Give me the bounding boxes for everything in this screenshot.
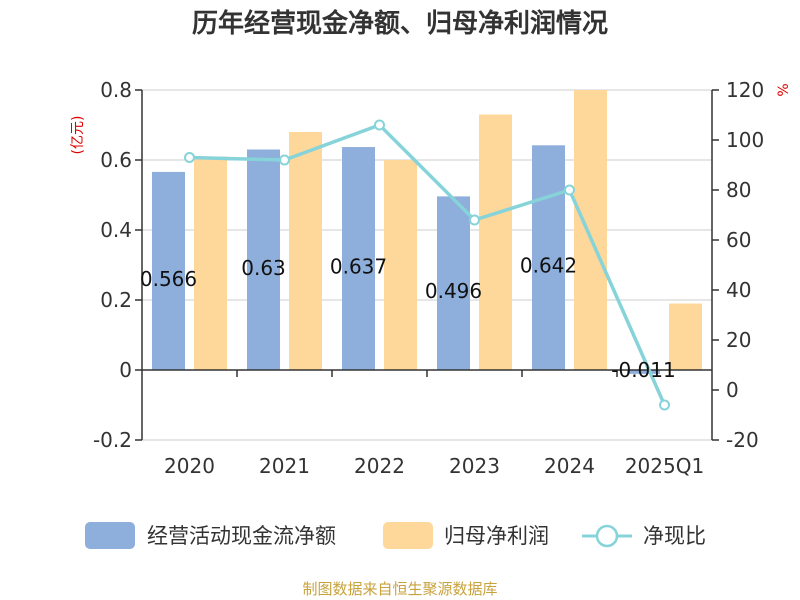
cashflow-bar [627, 370, 660, 374]
cashflow-bar [532, 145, 565, 370]
right-axis-tick-label: 0 [726, 378, 739, 402]
right-axis-tick-label: 120 [726, 78, 764, 102]
category-label: 2022 [354, 454, 405, 478]
cashflow-data-label: 0.63 [241, 256, 286, 280]
left-axis-tick-label: 0.2 [100, 288, 132, 312]
left-axis-tick-label: 0.4 [100, 218, 132, 242]
chart-title: 历年经营现金净额、归母净利润情况 [192, 8, 608, 39]
left-axis-tick-label: 0.6 [100, 148, 132, 172]
left-axis-tick-label: 0.8 [100, 78, 132, 102]
cashflow-data-label: 0.637 [330, 255, 387, 279]
cashflow-data-label: 0.566 [140, 267, 197, 291]
bars [152, 90, 702, 374]
gridlines [142, 89, 712, 441]
ratio-point [469, 214, 480, 226]
right-axis-tick-label: 60 [726, 228, 751, 252]
legend-marker-ratio [595, 524, 619, 548]
cashflow-bar [342, 147, 375, 370]
ratio-line-path [189, 123, 667, 406]
ratio-point [564, 184, 575, 196]
legend-label-cashflow: 经营活动现金流净额 [147, 524, 336, 548]
profit-bar [384, 160, 417, 370]
right-axis-tick-label: 20 [726, 328, 751, 352]
cashflow-data-label: 0.642 [520, 254, 577, 278]
right-axis-unit: % [776, 83, 792, 96]
left-axis-tick-label: 0 [119, 358, 132, 382]
left-axis-tick-label: -0.2 [93, 428, 132, 452]
right-axis-tick-label: 80 [726, 178, 751, 202]
cashflow-bar [437, 196, 470, 370]
profit-bar [574, 90, 607, 370]
category-label: 2020 [164, 454, 215, 478]
profit-bar [289, 132, 322, 370]
legend-label-ratio: 净现比 [643, 524, 706, 548]
cashflow-data-label: 0.496 [425, 279, 482, 303]
category-label: 2023 [449, 454, 500, 478]
data-labels: 0.566 0.63 0.637 0.496 0.642 -0.011 [140, 254, 676, 382]
category-label: 2021 [259, 454, 310, 478]
right-axis-tick-label: -20 [726, 428, 759, 452]
source-note: 制图数据来自恒生聚源数据库 [302, 580, 497, 598]
legend-swatch-cashflow [85, 522, 135, 549]
ratio-line [184, 119, 670, 411]
cashflow-bar [247, 149, 280, 370]
profit-bar [479, 114, 512, 370]
ratio-point [184, 152, 195, 163]
ratio-point [279, 154, 290, 166]
cashflow-bar [152, 171, 185, 370]
category-label: 2025Q1 [625, 454, 704, 478]
profit-bar [194, 156, 227, 370]
ratio-point [659, 399, 670, 411]
left-axis-unit: (亿元) [70, 116, 86, 155]
right-axis-tick-label: 100 [726, 128, 764, 152]
axes: -0.2 0 0.2 0.4 0.6 0.8 -20 0 20 40 60 80 100 120 2020 2… [93, 78, 764, 478]
legend-label-profit: 归母净利润 [444, 524, 549, 548]
category-label: 2024 [544, 454, 595, 478]
profit-bar [669, 303, 702, 370]
cashflow-data-label: -0.011 [611, 358, 675, 382]
ratio-point [374, 119, 385, 131]
right-axis-tick-label: 40 [726, 278, 751, 302]
legend: 经营活动现金流净额 归母净利润 净现比 [85, 522, 706, 549]
legend-swatch-profit [383, 522, 433, 549]
